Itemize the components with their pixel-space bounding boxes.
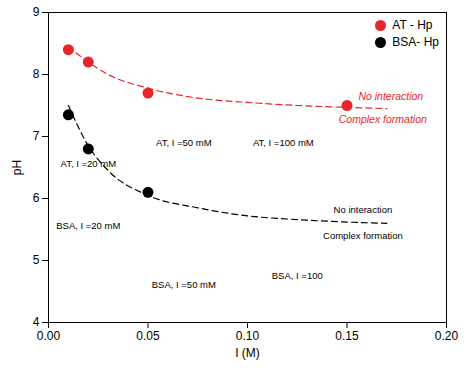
svg-text:BSA, I =20 mM: BSA, I =20 mM xyxy=(56,220,120,231)
svg-text:AT, I =20 mM: AT, I =20 mM xyxy=(61,158,117,169)
svg-text:AT, I =100 mM: AT, I =100 mM xyxy=(253,137,314,148)
svg-text:BSA, I =50 mM: BSA, I =50 mM xyxy=(152,279,216,290)
svg-text:6: 6 xyxy=(33,191,40,205)
svg-text:0.20: 0.20 xyxy=(435,329,459,343)
svg-text:4: 4 xyxy=(33,315,40,329)
html-text:AT - Hp: AT - Hp xyxy=(392,18,433,32)
svg-text:pH: pH xyxy=(10,160,24,175)
svg-text:0.15: 0.15 xyxy=(335,329,359,343)
svg-text:Complex formation: Complex formation xyxy=(323,230,403,241)
svg-text:BSA, I =100: BSA, I =100 xyxy=(272,270,323,281)
svg-text:0.00: 0.00 xyxy=(37,329,61,343)
svg-text:Complex formation: Complex formation xyxy=(339,113,427,125)
svg-text:9: 9 xyxy=(33,5,40,19)
svg-text:AT, I =50 mM: AT, I =50 mM xyxy=(156,137,212,148)
svg-text:0.10: 0.10 xyxy=(236,329,260,343)
svg-text:5: 5 xyxy=(33,253,40,267)
svg-text:I (M): I (M) xyxy=(235,346,260,360)
svg-text:No interaction: No interaction xyxy=(334,204,393,215)
svg-text:7: 7 xyxy=(33,129,40,143)
svg-text:0.05: 0.05 xyxy=(136,329,160,343)
svg-text:8: 8 xyxy=(33,67,40,81)
html-text:BSA- Hp: BSA- Hp xyxy=(392,35,439,49)
svg-text:No interaction: No interaction xyxy=(358,90,423,102)
